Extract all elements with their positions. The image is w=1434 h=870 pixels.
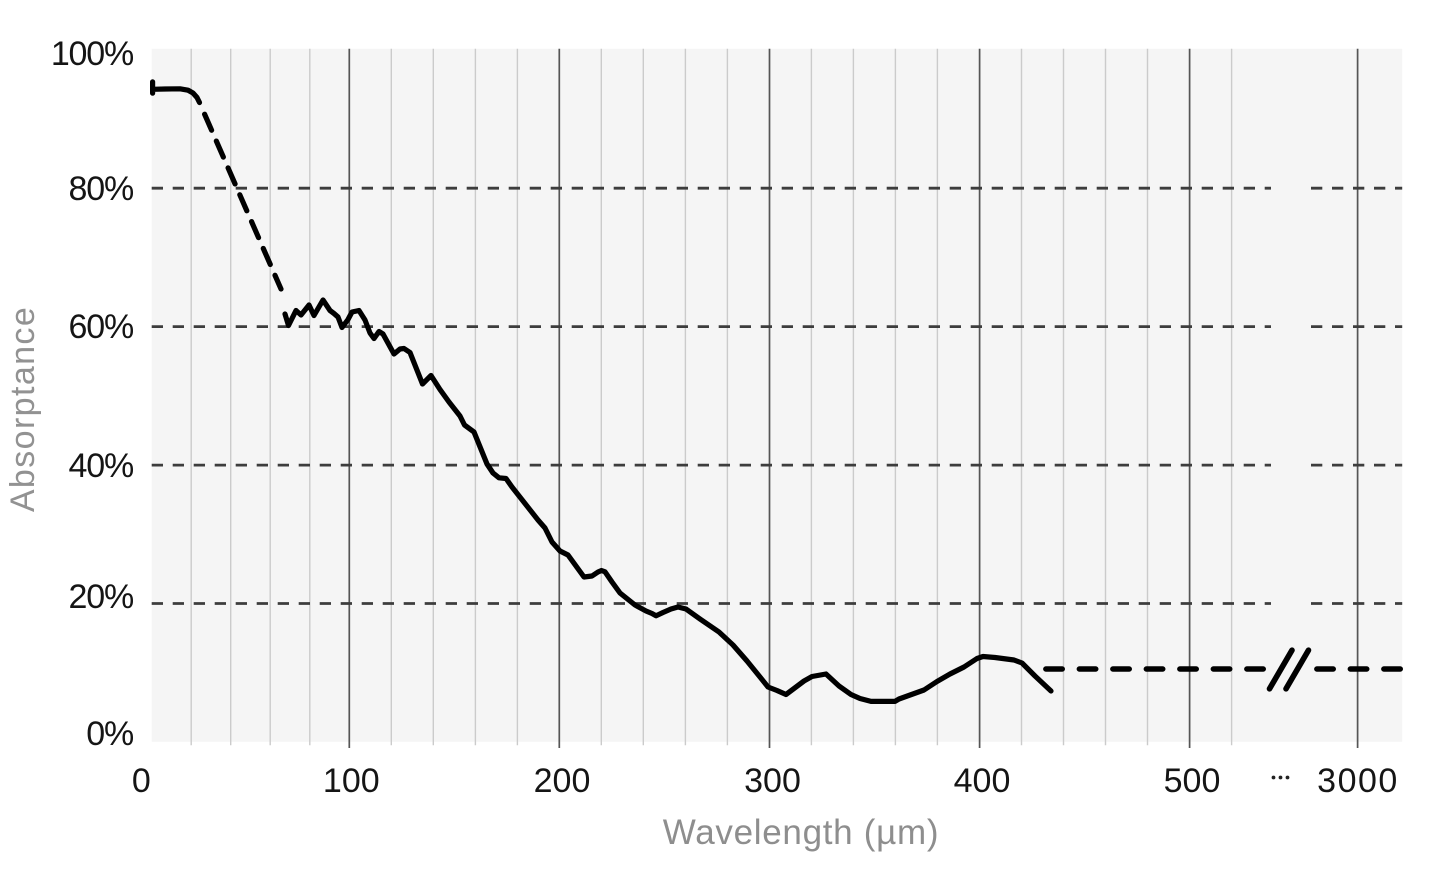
svg-text:20%: 20%: [69, 578, 134, 616]
svg-text:80%: 80%: [69, 170, 134, 208]
svg-text:0: 0: [132, 762, 151, 800]
svg-text:Absorptance: Absorptance: [4, 306, 42, 512]
svg-text:40%: 40%: [69, 447, 134, 485]
svg-text:400: 400: [954, 762, 1011, 800]
svg-text:3000: 3000: [1317, 762, 1399, 800]
svg-text:200: 200: [534, 762, 591, 800]
svg-text:0%: 0%: [86, 715, 134, 753]
svg-text:Wavelength (µm): Wavelength (µm): [663, 813, 939, 852]
svg-text:100%: 100%: [51, 35, 134, 73]
svg-text:300: 300: [744, 762, 801, 800]
svg-text:100: 100: [323, 762, 380, 800]
svg-text:500: 500: [1164, 762, 1221, 800]
svg-text:60%: 60%: [69, 308, 134, 346]
